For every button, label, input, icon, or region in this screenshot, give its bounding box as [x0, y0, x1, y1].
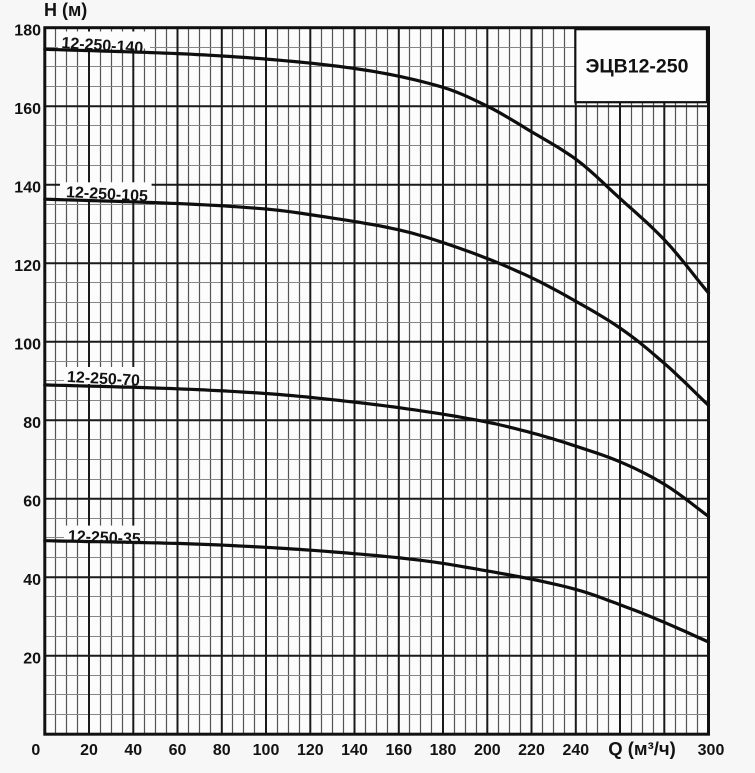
svg-text:60: 60	[169, 742, 187, 759]
svg-text:20: 20	[23, 651, 41, 668]
svg-text:100: 100	[253, 742, 280, 759]
svg-text:40: 40	[124, 742, 142, 759]
svg-text:60: 60	[23, 494, 41, 511]
svg-text:160: 160	[14, 101, 41, 118]
svg-text:180: 180	[14, 23, 41, 40]
svg-text:240: 240	[562, 742, 589, 759]
svg-text:0: 0	[31, 742, 40, 759]
svg-text:40: 40	[23, 572, 41, 589]
svg-text:180: 180	[430, 742, 457, 759]
svg-text:140: 140	[341, 742, 368, 759]
svg-text:220: 220	[518, 742, 545, 759]
svg-text:100: 100	[14, 337, 41, 354]
svg-text:200: 200	[474, 742, 501, 759]
svg-text:ЭЦВ12-250: ЭЦВ12-250	[586, 56, 689, 78]
svg-text:H (м): H (м)	[44, 0, 87, 20]
svg-text:300: 300	[698, 742, 725, 759]
svg-text:12-250-140: 12-250-140	[61, 35, 144, 57]
svg-text:120: 120	[297, 742, 324, 759]
svg-text:120: 120	[14, 258, 41, 275]
svg-text:140: 140	[14, 180, 41, 197]
svg-text:80: 80	[23, 415, 41, 432]
svg-text:Q (м³/ч): Q (м³/ч)	[608, 738, 676, 759]
svg-text:160: 160	[385, 742, 412, 759]
svg-text:80: 80	[213, 742, 231, 759]
svg-text:12-250-35: 12-250-35	[68, 528, 142, 548]
svg-text:20: 20	[80, 742, 98, 759]
svg-text:12-250-70: 12-250-70	[67, 369, 141, 390]
svg-text:12-250-105: 12-250-105	[66, 184, 149, 205]
